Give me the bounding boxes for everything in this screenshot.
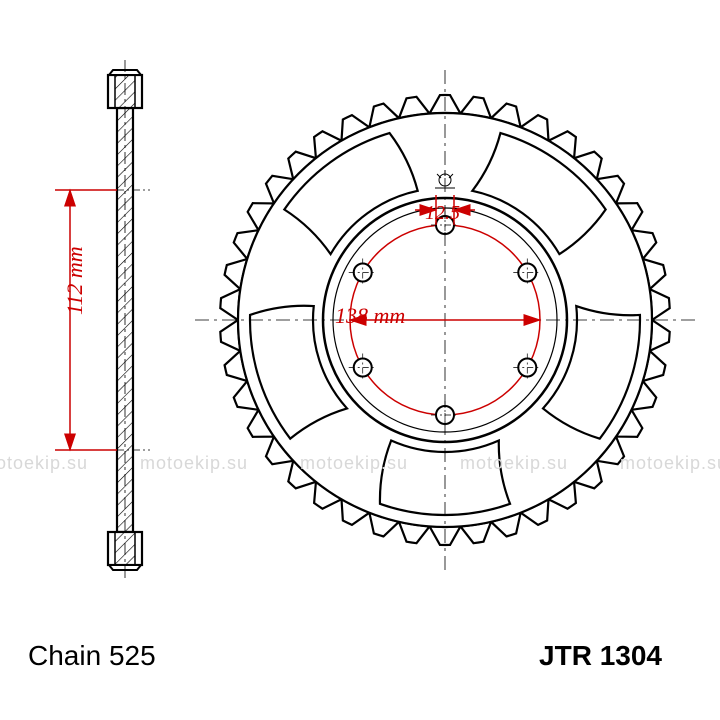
watermark-text: motoekip.su xyxy=(620,453,720,474)
side-view xyxy=(100,60,150,580)
technical-drawing xyxy=(0,0,720,720)
watermark-text: motoekip.su xyxy=(460,453,568,474)
dimension-112 xyxy=(55,190,117,450)
dim-138-text: 138 mm xyxy=(335,303,405,329)
watermark-text: motoekip.su xyxy=(300,453,408,474)
dim-125-text: 12.5 xyxy=(425,202,460,225)
watermark-text: motoekip.su xyxy=(0,453,88,474)
part-number: JTR 1304 xyxy=(539,640,662,672)
watermark-text: motoekip.su xyxy=(140,453,248,474)
dim-112-text: 112 mm xyxy=(62,246,88,315)
chain-label: Chain 525 xyxy=(28,640,156,672)
